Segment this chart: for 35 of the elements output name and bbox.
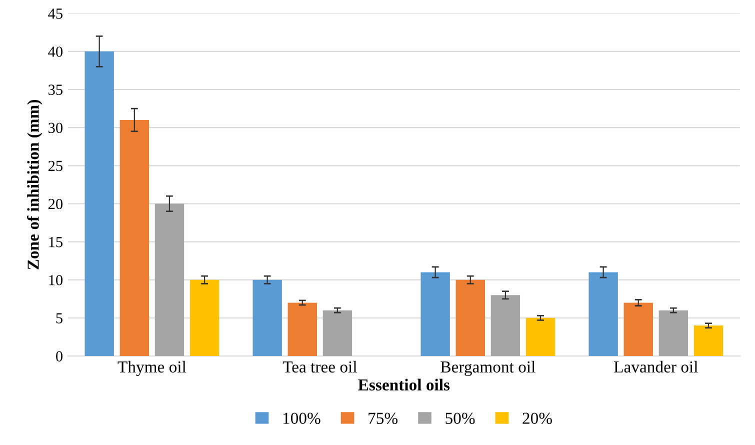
legend-label: 50%	[446, 412, 475, 424]
bar	[490, 295, 520, 356]
x-tick-label: Thyme oil	[118, 360, 186, 376]
bar	[588, 272, 618, 356]
bar	[288, 302, 318, 356]
y-tick-label: 35	[48, 84, 62, 95]
x-tick-label: Tea tree oil	[282, 360, 357, 373]
y-tick-label: 45	[48, 8, 62, 19]
bar	[322, 310, 352, 356]
y-tick-label: 5	[56, 313, 62, 324]
legend-label: 75%	[368, 412, 398, 424]
y-axis-title: Zone of inhibition (mm)	[26, 100, 42, 270]
y-tick-label: 15	[49, 237, 62, 248]
x-axis-title: Essentiol oils	[358, 378, 450, 391]
bar	[420, 272, 450, 356]
bar	[84, 51, 114, 356]
y-tick-label: 25	[48, 160, 62, 172]
bar	[120, 120, 150, 356]
y-tick-label: 40	[48, 46, 63, 57]
x-tick-label: Lavander oil	[614, 360, 698, 373]
bar	[694, 326, 724, 356]
y-tick-label: 20	[48, 198, 63, 210]
x-tick-label: Bergamont oil	[440, 360, 536, 376]
y-tick-label: 30	[48, 122, 63, 134]
bar	[624, 302, 653, 356]
legend-label: 100%	[283, 412, 320, 424]
y-tick-label: 10	[49, 274, 63, 286]
bar	[658, 310, 688, 356]
legend-label: 20%	[522, 412, 552, 424]
bar	[154, 204, 184, 356]
bar	[526, 318, 556, 356]
bar	[190, 280, 220, 356]
bar	[456, 280, 485, 356]
y-tick-label: 0	[56, 351, 63, 362]
bar	[252, 280, 282, 356]
